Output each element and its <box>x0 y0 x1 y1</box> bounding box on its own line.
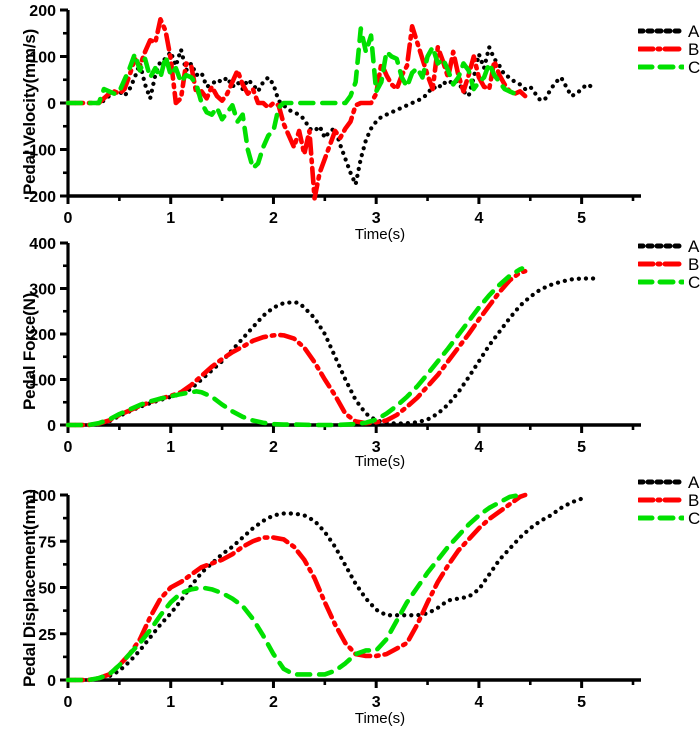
plot-area-displacement: 0 25 50 75 100 0 1 2 3 4 5 <box>29 488 641 711</box>
series-line-b <box>65 492 528 683</box>
svg-text:2: 2 <box>269 210 278 227</box>
svg-text:200: 200 <box>29 3 56 20</box>
legend-item-b: B <box>638 491 700 509</box>
svg-text:5: 5 <box>577 694 586 711</box>
svg-text:0: 0 <box>64 694 73 711</box>
svg-text:0: 0 <box>47 418 56 435</box>
legend-key-a-dotted <box>638 25 684 37</box>
svg-text:4: 4 <box>474 439 483 456</box>
legend-item-a: A <box>638 237 700 255</box>
svg-text:-100: -100 <box>24 143 56 160</box>
svg-text:0: 0 <box>47 673 56 690</box>
series-line-b <box>65 17 528 201</box>
chart-panel-velocity: Pedal Velocity(mm/s) -200 -100 0 100 200 0 1 2 3… <box>0 0 700 250</box>
legend-label-b: B <box>688 490 700 510</box>
svg-text:4: 4 <box>474 694 483 711</box>
svg-text:2: 2 <box>269 439 278 456</box>
legend-label-c: C <box>688 57 700 77</box>
legend-label-b: B <box>688 39 700 59</box>
x-axis-label-displacement: Time(s) <box>354 710 406 727</box>
series-line-c <box>65 26 523 171</box>
svg-text:4: 4 <box>474 210 483 227</box>
legend-key-c-dashed <box>638 276 684 288</box>
svg-text:3: 3 <box>372 439 381 456</box>
chart-panel-displacement: Pedal Displacement(mm) 0 25 50 75 100 0 1 2 3 4 5 … <box>0 465 700 745</box>
legend-key-b-dashdot <box>638 258 684 270</box>
x-axis-label-velocity: Time(s) <box>354 226 406 243</box>
svg-text:0: 0 <box>64 210 73 227</box>
chart-panel-force: Pedal Force(N) 0 100 200 300 400 0 1 2 3 4 5 Time(… <box>0 235 700 470</box>
svg-text:400: 400 <box>29 236 56 253</box>
series-line-c <box>65 266 525 428</box>
legend-key-a-dotted <box>638 240 684 252</box>
series-line-a <box>65 494 589 683</box>
svg-text:200: 200 <box>29 327 56 344</box>
legend-item-c: C <box>638 273 700 291</box>
legend-key-c-dashed <box>638 61 684 73</box>
legend-displacement: A B C <box>638 473 700 527</box>
legend-label-a: A <box>688 472 700 492</box>
legend-key-c-dashed <box>638 512 684 524</box>
legend-force: A B C <box>638 237 700 291</box>
svg-text:100: 100 <box>29 488 56 505</box>
svg-text:1: 1 <box>166 439 175 456</box>
legend-label-b: B <box>688 254 700 274</box>
plot-area-force: 0 100 200 300 400 0 1 2 3 4 5 <box>29 236 641 456</box>
svg-text:300: 300 <box>29 282 56 299</box>
svg-text:50: 50 <box>38 581 56 598</box>
svg-text:3: 3 <box>372 210 381 227</box>
svg-text:1: 1 <box>166 694 175 711</box>
legend-label-c: C <box>688 508 700 528</box>
legend-item-b: B <box>638 40 700 58</box>
svg-text:-200: -200 <box>24 189 56 206</box>
series-line-b <box>65 268 528 428</box>
svg-text:5: 5 <box>577 210 586 227</box>
svg-text:2: 2 <box>269 694 278 711</box>
svg-text:0: 0 <box>47 96 56 113</box>
svg-text:0: 0 <box>64 439 73 456</box>
legend-label-c: C <box>688 272 700 292</box>
plot-area-velocity: -200 -100 0 100 200 0 1 2 3 4 5 <box>24 3 641 227</box>
legend-velocity: A B C <box>638 22 700 76</box>
svg-text:100: 100 <box>29 373 56 390</box>
legend-label-a: A <box>688 236 700 256</box>
x-axis-label-force: Time(s) <box>354 453 406 470</box>
legend-item-a: A <box>638 473 700 491</box>
legend-item-c: C <box>638 509 700 527</box>
svg-text:5: 5 <box>577 439 586 456</box>
legend-label-a: A <box>688 21 700 41</box>
legend-key-a-dotted <box>638 476 684 488</box>
svg-text:75: 75 <box>38 534 56 551</box>
series-line-c <box>65 492 523 683</box>
svg-text:100: 100 <box>29 50 56 67</box>
legend-key-b-dashdot <box>638 43 684 55</box>
svg-text:1: 1 <box>166 210 175 227</box>
legend-item-b: B <box>638 255 700 273</box>
legend-item-a: A <box>638 22 700 40</box>
svg-text:3: 3 <box>372 694 381 711</box>
svg-text:25: 25 <box>38 627 56 644</box>
legend-item-c: C <box>638 58 700 76</box>
legend-key-b-dashdot <box>638 494 684 506</box>
